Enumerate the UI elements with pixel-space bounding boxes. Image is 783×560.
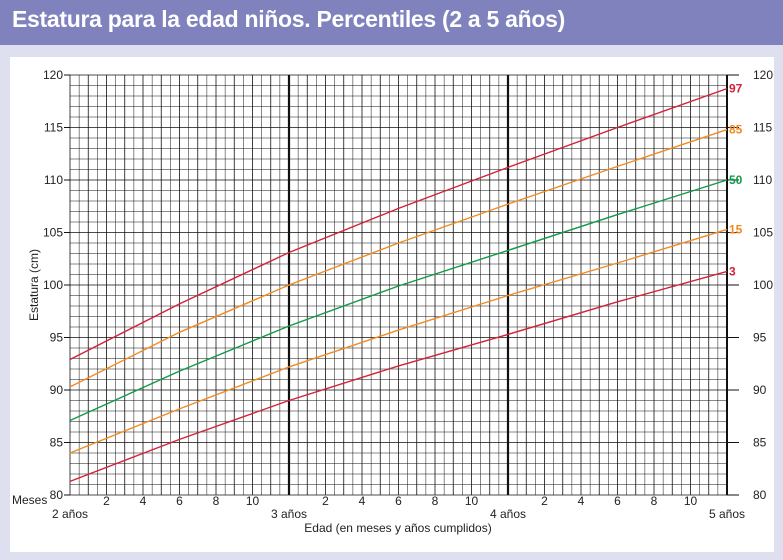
x-month-tick-label: 4 bbox=[359, 494, 366, 508]
y-tick-label-right: 90 bbox=[753, 383, 767, 397]
y-tick-label-left: 105 bbox=[43, 226, 63, 240]
x-month-tick-label: 10 bbox=[684, 494, 698, 508]
x-month-tick-label: 2 bbox=[541, 494, 548, 508]
x-month-tick-label: 2 bbox=[103, 494, 110, 508]
x-unit-label: Meses bbox=[12, 493, 47, 507]
percentile-line-50 bbox=[69, 179, 728, 422]
x-year-label: 3 años bbox=[271, 507, 307, 521]
x-month-tick-label: 8 bbox=[651, 494, 658, 508]
y-axis-label: Estatura (cm) bbox=[27, 249, 41, 321]
axis-labels: 80 80 85 85 90 90 95 95 100 100 105 105 110 110 115 115… bbox=[43, 68, 773, 521]
y-tick-label-right: 100 bbox=[753, 278, 773, 292]
percentile-label-50: 50 bbox=[729, 173, 743, 187]
y-tick-label-right: 85 bbox=[753, 436, 767, 450]
y-tick-label-left: 110 bbox=[44, 173, 63, 187]
x-month-tick-label: 2 bbox=[322, 494, 329, 508]
x-year-label: 2 años bbox=[52, 507, 88, 521]
y-tick-label-left: 115 bbox=[44, 121, 63, 135]
y-tick-label-left: 90 bbox=[50, 383, 64, 397]
x-month-tick-label: 8 bbox=[432, 494, 439, 508]
x-month-tick-label: 10 bbox=[246, 494, 260, 508]
minor-grid bbox=[69, 74, 728, 496]
x-month-tick-label: 6 bbox=[176, 494, 183, 508]
y-tick-label-right: 80 bbox=[753, 488, 767, 502]
y-tick-label-left: 85 bbox=[50, 436, 64, 450]
percentile-label-15: 15 bbox=[729, 222, 743, 236]
y-tick-label-right: 110 bbox=[753, 173, 772, 187]
percentile-label-85: 85 bbox=[729, 123, 743, 137]
percentile-label-97: 97 bbox=[729, 82, 743, 96]
y-tick-label-left: 80 bbox=[50, 488, 64, 502]
y-tick-label-left: 100 bbox=[43, 278, 63, 292]
chart-panel bbox=[10, 57, 774, 552]
chart-title: Estatura para la edad niños. Percentiles… bbox=[12, 6, 565, 32]
x-month-tick-label: 6 bbox=[395, 494, 402, 508]
x-month-tick-label: 6 bbox=[614, 494, 621, 508]
y-tick-label-right: 95 bbox=[753, 331, 767, 345]
y-tick-label-left: 120 bbox=[43, 68, 63, 82]
y-tick-label-left: 95 bbox=[50, 331, 64, 345]
x-axis-label: Edad (en meses y años cumplidos) bbox=[304, 521, 491, 535]
series-lines bbox=[69, 87, 728, 483]
chart-header: Estatura para la edad niños. Percentiles… bbox=[0, 0, 783, 45]
x-month-tick-label: 10 bbox=[465, 494, 479, 508]
x-year-label: 5 años bbox=[709, 507, 745, 521]
percentile-line-15 bbox=[69, 228, 728, 454]
percentile-line-3 bbox=[69, 270, 728, 483]
percentile-line-85 bbox=[69, 128, 728, 388]
percentile-line-97 bbox=[69, 87, 728, 361]
x-year-label: 4 años bbox=[490, 507, 526, 521]
x-month-tick-label: 8 bbox=[213, 494, 220, 508]
x-month-tick-label: 4 bbox=[578, 494, 585, 508]
x-month-tick-label: 4 bbox=[140, 494, 147, 508]
y-tick-label-right: 115 bbox=[753, 121, 772, 135]
y-tick-label-right: 105 bbox=[753, 226, 773, 240]
percentile-label-3: 3 bbox=[729, 264, 736, 278]
y-tick-label-right: 120 bbox=[753, 68, 773, 82]
